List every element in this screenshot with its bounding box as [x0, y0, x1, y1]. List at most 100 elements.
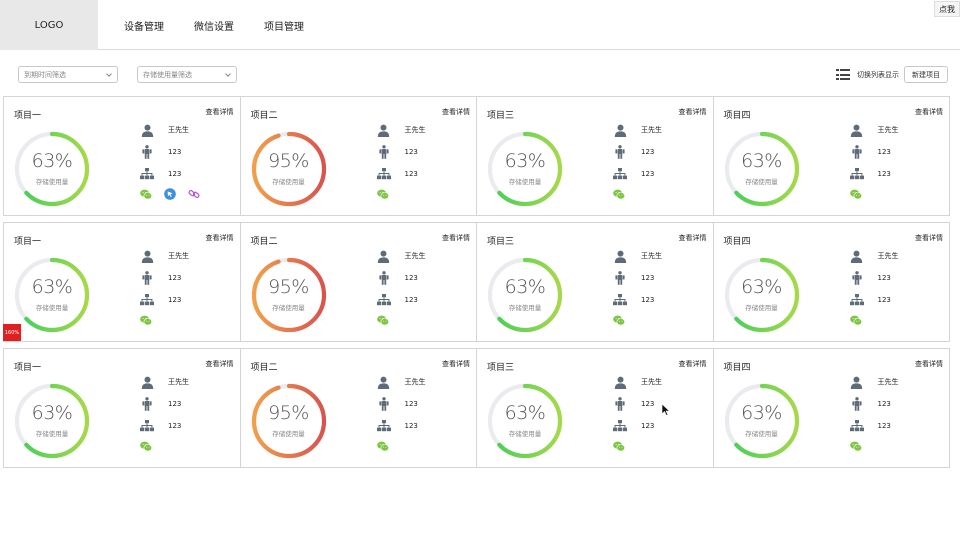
person-icon	[850, 123, 864, 137]
project-card[interactable]: 项目三 查看详情 63% 存储使用量 王先生 1	[476, 222, 714, 342]
project-card[interactable]: 项目四 查看详情 63% 存储使用量 王先生 1	[712, 96, 950, 216]
org-row: 123	[376, 163, 467, 185]
social-links	[613, 311, 703, 329]
view-details-link[interactable]: 查看详情	[678, 234, 707, 242]
project-info: 王先生 123 123	[140, 119, 230, 203]
org-chart-icon	[849, 419, 864, 433]
wechat-icon[interactable]	[613, 314, 625, 326]
org-row: 123	[140, 163, 230, 185]
view-details-link[interactable]: 查看详情	[915, 360, 943, 368]
wechat-icon[interactable]	[849, 314, 862, 326]
org-chart-icon	[849, 293, 864, 307]
project-card[interactable]: 项目二 查看详情 95% 存储使用量 王先生 1	[239, 348, 477, 468]
org-chart-icon	[376, 293, 391, 307]
owner-name: 王先生	[877, 126, 899, 134]
standing-person-icon	[850, 271, 864, 285]
wechat-icon[interactable]	[140, 188, 152, 200]
project-card[interactable]: 项目一 查看详情 63% 存储使用量 王先生 1	[3, 348, 241, 468]
view-details-link[interactable]: 查看详情	[442, 360, 470, 368]
owner-row: 王先生	[613, 119, 703, 141]
project-title: 项目三	[487, 111, 515, 121]
mouse-cursor-icon	[661, 403, 671, 416]
standing-person-icon	[140, 271, 154, 285]
owner-name: 王先生	[404, 126, 426, 134]
storage-usage-filter[interactable]: 存储使用量筛选	[137, 66, 237, 83]
top-bar: LOGO 设备管理 微信设置 项目管理 点我	[0, 0, 960, 50]
project-card[interactable]: 项目一 查看详情 63% 存储使用量 王先生 1	[3, 96, 241, 216]
member-value: 123	[404, 148, 418, 156]
view-details-link[interactable]: 查看详情	[678, 108, 707, 116]
owner-row: 王先生	[140, 371, 230, 393]
member-row: 123	[377, 393, 467, 415]
wechat-icon[interactable]	[613, 188, 625, 200]
nav-project-management[interactable]: 项目管理	[264, 21, 304, 33]
view-details-link[interactable]: 查看详情	[442, 108, 470, 116]
new-project-button[interactable]: 新建项目	[904, 66, 948, 83]
owner-name: 王先生	[168, 126, 189, 134]
owner-row: 王先生	[377, 119, 467, 141]
expire-date-filter[interactable]: 到期时间筛选	[18, 66, 118, 83]
toggle-list-view-label[interactable]: 切换列表显示	[857, 70, 899, 79]
project-card[interactable]: 项目一 查看详情 63% 存储使用量 王先生 1	[3, 222, 241, 342]
click-me-button[interactable]: 点我	[934, 1, 960, 17]
usage-ring-arc	[724, 257, 799, 333]
project-card[interactable]: 项目四 查看详情 63% 存储使用量 王先生 1	[712, 348, 950, 468]
view-details-link[interactable]: 查看详情	[915, 108, 943, 116]
project-card[interactable]: 项目三 查看详情 63% 存储使用量 王先生 1	[476, 348, 714, 468]
wechat-icon[interactable]	[140, 314, 152, 326]
usage-label: 存储使用量	[272, 430, 305, 438]
member-row: 123	[140, 267, 230, 289]
org-chart-icon	[376, 419, 391, 433]
usage-label: 存储使用量	[35, 178, 69, 186]
project-card[interactable]: 项目四 查看详情 63% 存储使用量 王先生 1	[712, 222, 950, 342]
project-info: 王先生 123 123	[376, 119, 467, 203]
owner-row: 王先生	[850, 371, 940, 393]
usage-label: 存储使用量	[508, 430, 542, 438]
usage-percent: 63%	[31, 150, 73, 172]
nav-wechat-settings[interactable]: 微信设置	[194, 21, 234, 33]
wechat-icon[interactable]	[376, 188, 389, 200]
project-title: 项目一	[14, 237, 42, 247]
overflow-badge: 160%	[3, 324, 21, 341]
org-chart-icon	[613, 293, 627, 307]
org-chart-icon	[613, 167, 627, 181]
view-details-link[interactable]: 查看详情	[205, 108, 234, 116]
wechat-icon[interactable]	[849, 440, 862, 452]
owner-name: 王先生	[641, 126, 662, 134]
usage-percent: 63%	[31, 402, 73, 424]
org-row: 123	[613, 163, 703, 185]
wechat-icon[interactable]	[376, 314, 389, 326]
view-details-link[interactable]: 查看详情	[678, 360, 707, 368]
standing-person-icon	[613, 271, 627, 285]
owner-name: 王先生	[877, 252, 899, 260]
list-view-icon[interactable]	[836, 69, 850, 80]
project-card[interactable]: 项目二 查看详情 95% 存储使用量 王先生 1	[239, 222, 477, 342]
view-details-link[interactable]: 查看详情	[205, 234, 234, 242]
view-details-link[interactable]: 查看详情	[205, 360, 234, 368]
member-row: 123	[140, 393, 230, 415]
storage-usage-ring: 63% 存储使用量	[13, 130, 91, 208]
wechat-icon[interactable]	[376, 440, 389, 452]
org-value: 123	[877, 170, 891, 178]
view-details-link[interactable]: 查看详情	[915, 234, 943, 242]
org-value: 123	[404, 296, 418, 304]
link-icon[interactable]	[188, 188, 200, 200]
project-card[interactable]: 项目二 查看详情 95% 存储使用量 王先生 1	[239, 96, 477, 216]
usage-percent: 63%	[741, 402, 782, 424]
wechat-icon[interactable]	[140, 440, 152, 452]
owner-name: 王先生	[168, 378, 189, 386]
org-row: 123	[849, 415, 940, 437]
pointer-badge-icon[interactable]	[164, 188, 176, 200]
view-details-link[interactable]: 查看详情	[442, 234, 470, 242]
wechat-icon[interactable]	[849, 188, 862, 200]
project-card[interactable]: 项目三 查看详情 63% 存储使用量 王先生 1	[476, 96, 714, 216]
nav-device-management[interactable]: 设备管理	[124, 21, 164, 33]
logo[interactable]: LOGO	[0, 0, 98, 50]
org-value: 123	[641, 296, 655, 304]
usage-label: 存储使用量	[745, 304, 778, 312]
wechat-icon[interactable]	[613, 440, 625, 452]
org-value: 123	[168, 296, 182, 304]
storage-usage-ring: 63% 存储使用量	[486, 256, 564, 334]
member-value: 123	[641, 148, 655, 156]
owner-row: 王先生	[140, 245, 230, 267]
